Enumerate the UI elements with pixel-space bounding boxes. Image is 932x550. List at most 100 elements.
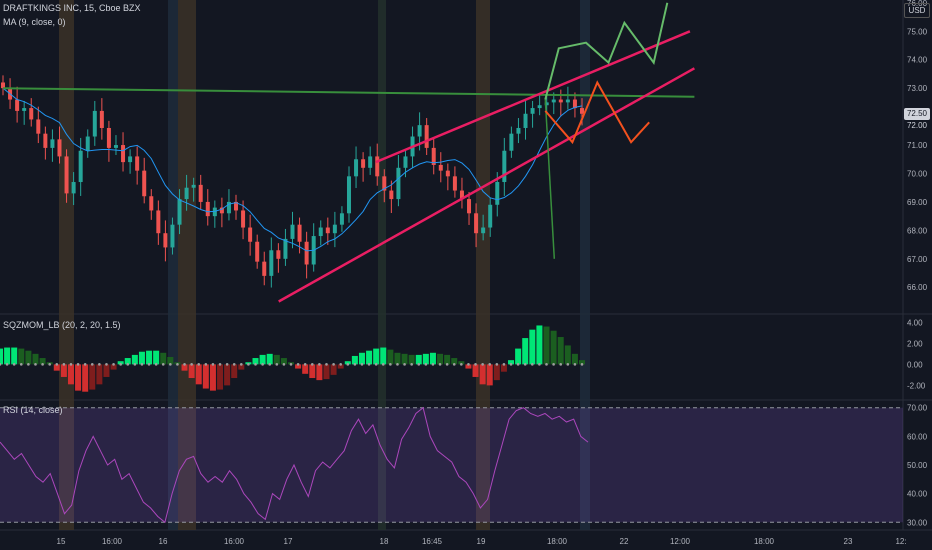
sqz-bar — [124, 358, 131, 365]
sqz-dot — [538, 363, 541, 366]
drop-projection-line — [544, 99, 556, 259]
candle-body — [424, 125, 429, 148]
sqz-bar — [529, 329, 536, 365]
sqz-bar — [444, 354, 451, 365]
sqz-bar — [188, 364, 195, 379]
sqz-bar — [110, 364, 117, 370]
candle-body — [184, 187, 189, 200]
currency-badge[interactable]: USD — [904, 3, 930, 18]
sqz-bar — [39, 358, 46, 365]
sqz-bar — [351, 355, 358, 365]
sqz-dot — [126, 363, 130, 366]
sqz-bar — [217, 364, 224, 390]
candle-body — [269, 250, 274, 276]
candle-body — [36, 119, 41, 134]
sqz-dot — [41, 363, 44, 366]
sqz-bar — [451, 358, 458, 365]
candle-body — [276, 250, 281, 259]
sqz-dot — [169, 363, 172, 366]
candle-body — [502, 150, 507, 183]
candle-body — [85, 136, 90, 151]
sqz-dot — [154, 363, 158, 366]
sqz-dot — [254, 363, 257, 366]
sqz-dot — [119, 363, 122, 366]
sqz-bar — [415, 354, 422, 365]
sqz-dot — [34, 363, 37, 366]
sqz-bar — [330, 364, 337, 375]
candle-body — [219, 207, 224, 214]
candle-body — [474, 213, 479, 234]
sqz-bar — [4, 347, 11, 365]
candle-body — [64, 156, 69, 194]
sqz-bar — [401, 353, 408, 365]
sqz-dot — [460, 363, 463, 366]
candle-body — [318, 227, 323, 237]
candle-body — [332, 224, 337, 234]
rsi-tick-label: 60.00 — [907, 432, 928, 441]
candle-body — [346, 176, 351, 214]
candle-body — [22, 108, 27, 111]
candle-body — [255, 241, 260, 262]
sqz-dot — [580, 363, 584, 366]
candle-body — [121, 145, 126, 163]
sqz-dot — [438, 363, 442, 366]
ma-line — [2, 87, 583, 252]
time-tick-label: 17 — [284, 537, 293, 546]
sqz-dot — [55, 363, 59, 366]
sqz-bar — [32, 353, 39, 365]
sqz-tick-label: 4.00 — [907, 318, 923, 327]
sqz-dot — [417, 363, 421, 366]
sqz-dot — [69, 363, 73, 366]
last-price-sub-tag: 72.00 — [904, 120, 930, 132]
sqz-bar — [167, 357, 174, 365]
session-highlight — [59, 0, 74, 530]
price-tick-label: 75.00 — [907, 27, 928, 36]
candle-body — [537, 105, 542, 109]
sqz-dot — [147, 363, 151, 366]
rsi-legend: RSI (14, close) — [3, 405, 63, 415]
candle-body — [156, 210, 161, 234]
sqz-bar — [309, 364, 316, 379]
sqz-dot — [140, 363, 144, 366]
candle-body — [389, 190, 394, 200]
sqz-dot — [261, 363, 264, 366]
candle-body — [403, 156, 408, 168]
sqz-bar — [202, 364, 209, 389]
sqz-bar — [0, 348, 3, 365]
sqz-bar — [302, 364, 309, 374]
time-tick-label: 19 — [477, 537, 486, 546]
sqz-bar — [146, 350, 153, 365]
sqz-bar — [550, 330, 557, 365]
sqz-bar — [117, 361, 124, 365]
candle-body — [354, 159, 359, 177]
candle-body — [488, 204, 493, 228]
candle-body — [78, 150, 83, 183]
candle-body — [29, 108, 34, 120]
sqz-bar — [571, 353, 578, 365]
sqz-bar — [579, 360, 585, 365]
candle-body — [325, 227, 330, 234]
candle-body — [565, 99, 570, 103]
candle-body — [43, 133, 48, 148]
sqz-dot — [62, 363, 66, 366]
candle-body — [128, 156, 133, 163]
sqz-tick-label: -2.00 — [907, 381, 926, 390]
candle-body — [375, 156, 380, 177]
candle-body — [580, 108, 584, 114]
time-tick-label: 15 — [57, 537, 66, 546]
candle-body — [99, 110, 104, 128]
sqz-bar — [479, 364, 486, 385]
candle-body — [382, 176, 387, 191]
sqz-tick-label: 2.00 — [907, 339, 923, 348]
candle-body — [523, 113, 528, 128]
sqz-bar — [508, 360, 515, 365]
sqz-bar — [486, 364, 493, 386]
candle-body — [163, 233, 168, 248]
sqz-bar — [82, 364, 89, 392]
candle-body — [1, 82, 5, 89]
wedge-lower-line — [278, 67, 696, 303]
candle-body — [297, 224, 302, 242]
sqz-bar — [543, 326, 550, 365]
sqz-dot — [325, 363, 328, 366]
